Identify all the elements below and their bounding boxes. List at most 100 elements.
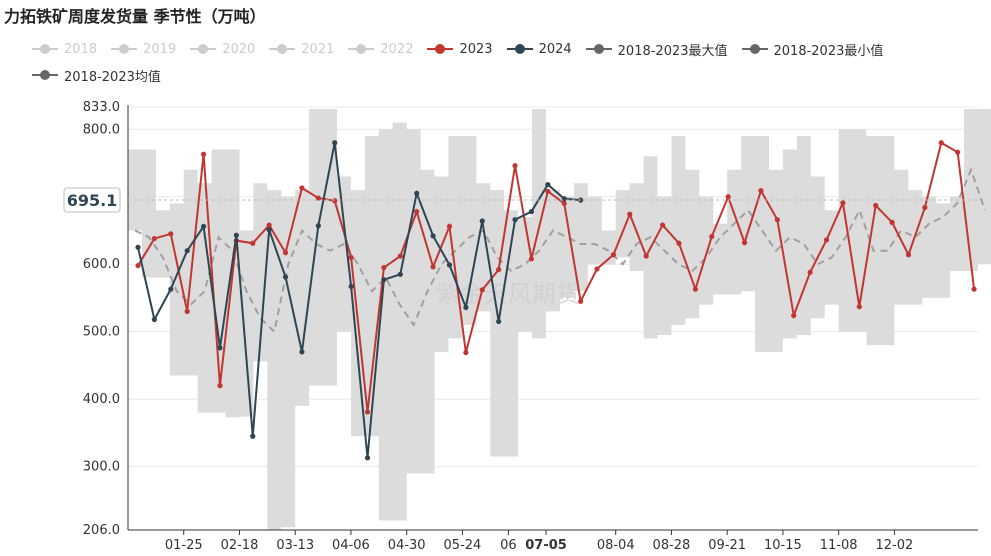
point-2023 <box>364 409 371 415</box>
point-2023 <box>676 240 682 246</box>
point-2024 <box>135 244 141 250</box>
point-2023 <box>414 208 420 215</box>
legend-symbol-icon <box>32 70 58 80</box>
legend-item-2018-2023均值[interactable]: 2018-2023均值 <box>32 62 161 88</box>
point-2023 <box>938 140 944 146</box>
legend-item-2019[interactable]: 2019 <box>111 36 176 62</box>
point-2023 <box>332 198 338 204</box>
point-2023 <box>692 286 698 292</box>
point-2024 <box>512 217 518 223</box>
point-2023 <box>200 151 207 157</box>
legend-label: 2022 <box>380 41 414 57</box>
legend-symbol-icon <box>506 44 533 54</box>
legend-symbol-icon <box>585 44 612 54</box>
legend-label: 2018 <box>64 41 98 57</box>
point-2024 <box>561 196 567 202</box>
legend-label: 2020 <box>222 41 256 57</box>
point-2023 <box>971 286 977 292</box>
point-2023 <box>627 211 633 217</box>
legend-symbol-icon <box>741 44 768 54</box>
point-2024 <box>479 218 485 224</box>
point-2023 <box>889 219 895 225</box>
point-2024 <box>364 455 371 461</box>
legend-item-2021[interactable]: 2021 <box>269 36 334 62</box>
series-line-2024 <box>137 142 581 458</box>
x-tick-label: 11-08 <box>820 538 858 553</box>
point-2023 <box>758 188 764 194</box>
legend-symbol-icon <box>269 44 296 54</box>
point-2023 <box>381 264 387 271</box>
x-tick-label: 09-21 <box>708 538 746 553</box>
axis-pointer-box <box>63 187 121 213</box>
point-2023 <box>266 222 272 228</box>
point-2024 <box>414 190 420 196</box>
point-2023 <box>184 308 190 315</box>
point-2023 <box>610 252 617 258</box>
x-tick-label: 03-13 <box>276 538 314 553</box>
legend-label: 2018-2023均值 <box>64 69 161 85</box>
y-tick-label: 500.0 <box>83 325 120 340</box>
point-2024 <box>348 283 354 290</box>
legend-item-2024[interactable]: 2024 <box>506 36 572 62</box>
legend-item-2018-2023最小值[interactable]: 2018-2023最小值 <box>741 36 883 62</box>
point-2023 <box>922 204 928 211</box>
mean-line <box>134 166 986 334</box>
legend-symbol-icon <box>190 44 217 54</box>
point-2024 <box>397 271 403 277</box>
series-line-2023 <box>137 141 976 413</box>
x-tick-label: 10-15 <box>764 538 802 553</box>
legend-item-2018[interactable]: 2018 <box>32 36 97 62</box>
chart-legend: 2018 2019 2020 2021 2022 2023 2024 2018-2023最大值… <box>32 36 982 88</box>
point-2023 <box>955 149 961 155</box>
legend-label: 2021 <box>301 41 335 57</box>
point-2024 <box>315 223 321 229</box>
point-2023 <box>135 262 141 269</box>
point-2023 <box>807 269 813 275</box>
point-2023 <box>774 217 780 223</box>
legend-label: 2024 <box>538 41 572 57</box>
point-2024 <box>151 316 157 323</box>
point-2024 <box>446 262 453 268</box>
point-2024 <box>250 433 256 439</box>
point-2023 <box>512 163 518 169</box>
legend-item-2018-2023最大值[interactable]: 2018-2023最大值 <box>585 36 728 62</box>
y-tick-label: 833.0 <box>83 100 120 115</box>
point-2024 <box>184 248 190 254</box>
point-2023 <box>430 264 436 270</box>
point-2023 <box>250 240 256 246</box>
x-tick-label: 02-18 <box>221 538 259 553</box>
point-2023 <box>905 252 912 258</box>
point-2024 <box>233 232 239 238</box>
point-2024 <box>266 227 272 233</box>
point-2023 <box>873 202 879 209</box>
point-2023 <box>545 188 551 194</box>
point-2023 <box>823 237 830 243</box>
point-2023 <box>791 312 797 319</box>
legend-symbol-icon <box>348 44 375 54</box>
legend-item-2022[interactable]: 2022 <box>348 36 413 62</box>
point-2023 <box>348 254 354 261</box>
point-2023 <box>578 298 584 304</box>
point-2023 <box>856 304 862 310</box>
point-2023 <box>659 222 666 228</box>
point-2024 <box>528 208 535 215</box>
y-tick-label: 800.0 <box>83 122 120 137</box>
point-2023 <box>741 240 748 246</box>
point-2024 <box>299 349 305 355</box>
point-2023 <box>397 253 403 259</box>
y-tick-label: 206.0 <box>83 523 120 538</box>
point-2023 <box>561 200 567 207</box>
legend-item-2020[interactable]: 2020 <box>190 36 255 62</box>
point-2024 <box>200 223 207 230</box>
axis-pointer-value: 695.1 <box>67 191 118 210</box>
point-2023 <box>168 231 174 237</box>
x-tick-label: 04-30 <box>388 538 426 553</box>
legend-symbol-icon <box>32 44 58 54</box>
point-2024 <box>496 318 502 325</box>
legend-item-2023[interactable]: 2023 <box>427 36 493 62</box>
y-tick-label: 600.0 <box>83 257 120 272</box>
x-tick-label: 08-28 <box>653 538 691 553</box>
point-2024 <box>381 277 387 283</box>
point-2023 <box>479 287 485 293</box>
